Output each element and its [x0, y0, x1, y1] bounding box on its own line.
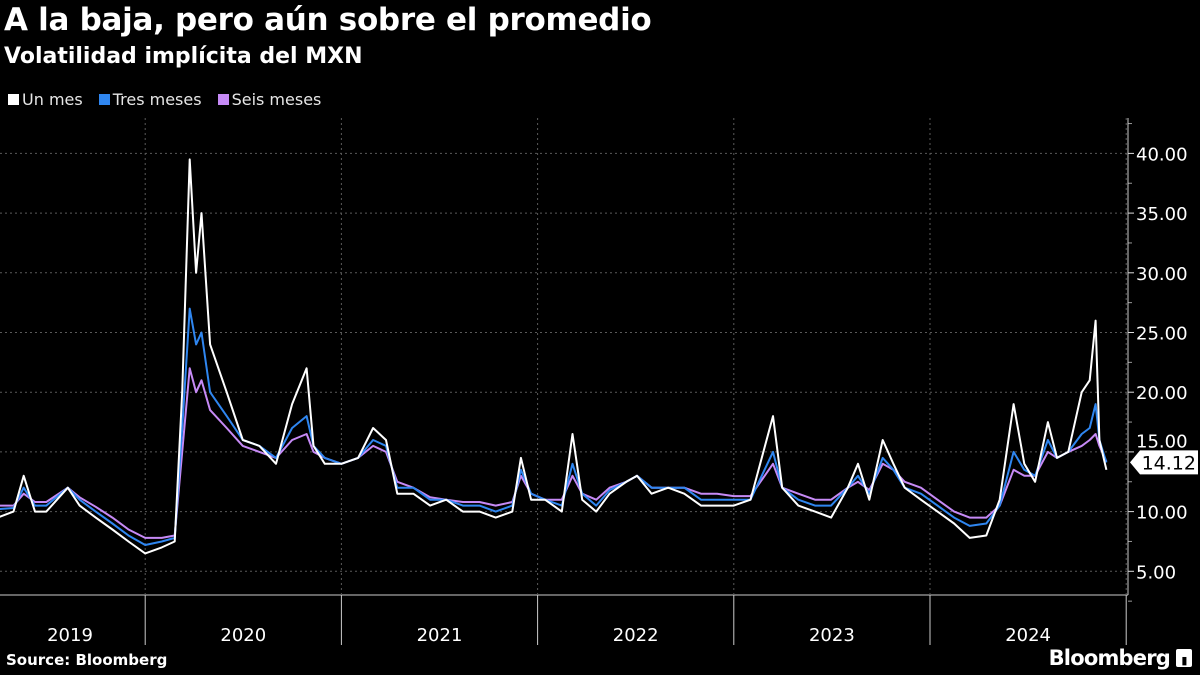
- y-tick-label: 25.00: [1136, 324, 1188, 345]
- legend-label: Seis meses: [231, 90, 322, 109]
- last-value-badge: [1130, 450, 1198, 475]
- series-line-un-mes: [0, 158, 1108, 555]
- x-tick-label: 2023: [809, 625, 855, 646]
- y-tick-label: 40.00: [1136, 144, 1188, 165]
- logo-text: Bloomberg: [1048, 646, 1171, 670]
- y-tick-label: 15.00: [1136, 431, 1188, 452]
- x-tick-label: 2021: [417, 625, 463, 646]
- legend-swatch-icon: [98, 94, 110, 105]
- x-tick-label: 2022: [613, 625, 659, 646]
- chart-subtitle: Volatilidad implícita del MXN: [4, 44, 363, 69]
- bloomberg-logo: Bloomberg ▮: [1049, 646, 1192, 670]
- y-tick-label: 10.00: [1136, 503, 1188, 524]
- legend-swatch-icon: [217, 94, 229, 105]
- y-tick-label: 30.00: [1136, 264, 1188, 285]
- legend-item-seis-meses: Seis meses: [217, 90, 322, 109]
- x-tick-label: 2024: [1005, 625, 1051, 646]
- legend-label: Un mes: [22, 90, 83, 109]
- y-tick-label: 35.00: [1136, 204, 1188, 225]
- y-tick-label: 5.00: [1136, 562, 1176, 583]
- last-value-label: 14.12: [1142, 452, 1196, 474]
- series-line-tres-meses: [0, 307, 1108, 546]
- legend-item-un-mes: Un mes: [8, 90, 83, 109]
- x-tick-label: 2020: [220, 625, 266, 646]
- series-line-seis-meses: [0, 367, 1108, 539]
- legend-label: Tres meses: [112, 90, 202, 109]
- logo-icon: ▮: [1176, 649, 1192, 667]
- source-note: Source: Bloomberg: [6, 651, 168, 669]
- legend-swatch-icon: [8, 94, 19, 105]
- chart-title: A la baja, pero aún sobre el promedio: [4, 2, 652, 38]
- legend: Un mes Tres meses Seis meses: [8, 90, 321, 109]
- x-tick-label: 2019: [47, 625, 93, 646]
- y-tick-label: 20.00: [1136, 383, 1188, 404]
- legend-item-tres-meses: Tres meses: [98, 90, 202, 109]
